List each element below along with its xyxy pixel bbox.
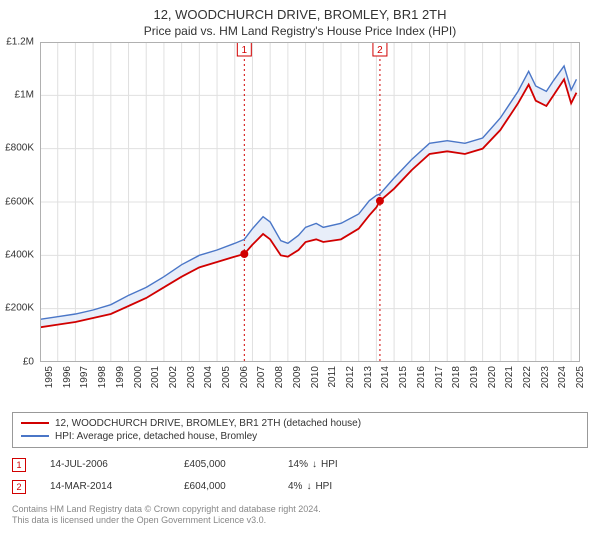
x-tick-label: 2019 <box>469 366 480 388</box>
legend-label: 12, WOODCHURCH DRIVE, BROMLEY, BR1 2TH (… <box>55 418 361 429</box>
x-tick-label: 1998 <box>97 366 108 388</box>
y-tick-label: £600K <box>5 196 34 207</box>
sale-price: £604,000 <box>184 481 264 492</box>
svg-text:1: 1 <box>242 45 248 56</box>
x-tick-label: 2006 <box>239 366 250 388</box>
x-tick-label: 2004 <box>203 366 214 388</box>
y-tick-label: £400K <box>5 249 34 260</box>
x-tick-label: 2025 <box>575 366 586 388</box>
x-tick-label: 2016 <box>416 366 427 388</box>
footer-attribution: Contains HM Land Registry data © Crown c… <box>12 504 588 527</box>
legend-row: HPI: Average price, detached house, Brom… <box>21 430 579 443</box>
y-tick-label: £1.2M <box>6 36 34 47</box>
plot-area: 12 £0£200K£400K£600K£800K£1M£1.2M 199519… <box>40 42 600 362</box>
x-tick-label: 2008 <box>274 366 285 388</box>
sale-price: £405,000 <box>184 459 264 470</box>
x-tick-label: 2000 <box>133 366 144 388</box>
x-tick-label: 1995 <box>44 366 55 388</box>
x-tick-label: 2007 <box>256 366 267 388</box>
sale-date: 14-MAR-2014 <box>50 481 160 492</box>
svg-text:2: 2 <box>377 45 383 56</box>
y-tick-label: £1M <box>15 89 34 100</box>
y-axis-labels: £0£200K£400K£600K£800K£1M£1.2M <box>0 42 36 362</box>
x-tick-label: 2011 <box>327 366 338 388</box>
x-tick-label: 2012 <box>345 366 356 388</box>
footer-line-2: This data is licensed under the Open Gov… <box>12 515 588 527</box>
y-tick-label: £200K <box>5 303 34 314</box>
sale-row: 1 14-JUL-2006 £405,000 14%↓HPI <box>12 454 588 476</box>
x-tick-label: 2014 <box>380 366 391 388</box>
sales-table: 1 14-JUL-2006 £405,000 14%↓HPI 2 14-MAR-2014 £… <box>12 454 588 498</box>
sale-marker: 2 <box>12 480 26 494</box>
x-tick-label: 2022 <box>522 366 533 388</box>
x-tick-label: 2023 <box>540 366 551 388</box>
x-tick-label: 2021 <box>504 366 515 388</box>
sale-date: 14-JUL-2006 <box>50 459 160 470</box>
sale-row: 2 14-MAR-2014 £604,000 4%↓HPI <box>12 476 588 498</box>
x-tick-label: 1997 <box>79 366 90 388</box>
y-tick-label: £800K <box>5 143 34 154</box>
sale-marker: 1 <box>12 458 26 472</box>
x-tick-label: 2024 <box>557 366 568 388</box>
x-tick-label: 2018 <box>451 366 462 388</box>
x-tick-label: 1999 <box>115 366 126 388</box>
x-tick-label: 2013 <box>363 366 374 388</box>
arrow-down-icon: ↓ <box>312 459 317 470</box>
x-tick-label: 2009 <box>292 366 303 388</box>
x-tick-label: 1996 <box>62 366 73 388</box>
x-tick-label: 2020 <box>487 366 498 388</box>
legend-swatch <box>21 422 49 424</box>
y-tick-label: £0 <box>23 356 34 367</box>
chart-svg: 12 <box>40 42 580 362</box>
chart-subtitle: Price paid vs. HM Land Registry's House … <box>0 24 600 42</box>
arrow-down-icon: ↓ <box>306 481 311 492</box>
x-tick-label: 2017 <box>434 366 445 388</box>
x-tick-label: 2003 <box>186 366 197 388</box>
legend-label: HPI: Average price, detached house, Brom… <box>55 431 257 442</box>
legend-row: 12, WOODCHURCH DRIVE, BROMLEY, BR1 2TH (… <box>21 417 579 430</box>
footer-line-1: Contains HM Land Registry data © Crown c… <box>12 504 588 516</box>
legend: 12, WOODCHURCH DRIVE, BROMLEY, BR1 2TH (… <box>12 412 588 448</box>
x-axis-labels: 1995 1996 1997 1998 1999 2000 2001 2002 2003 2004… <box>40 362 600 404</box>
x-tick-label: 2002 <box>168 366 179 388</box>
x-tick-label: 2005 <box>221 366 232 388</box>
sale-diff: 4%↓HPI <box>288 481 332 492</box>
sale-diff: 14%↓HPI <box>288 459 338 470</box>
legend-swatch <box>21 435 49 437</box>
x-tick-label: 2010 <box>310 366 321 388</box>
x-tick-label: 2001 <box>150 366 161 388</box>
chart-title: 12, WOODCHURCH DRIVE, BROMLEY, BR1 2TH <box>0 0 600 24</box>
x-tick-label: 2015 <box>398 366 409 388</box>
